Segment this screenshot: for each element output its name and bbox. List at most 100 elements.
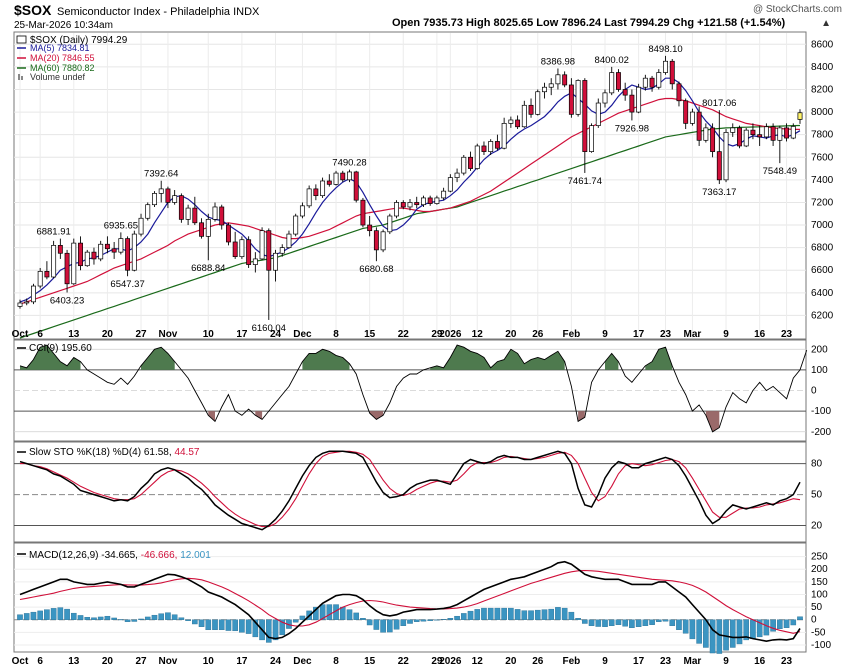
candle-body bbox=[111, 248, 117, 253]
cci-y-axis: 200 100 0 -100 -200 bbox=[811, 344, 831, 438]
macd-hist-bar bbox=[252, 619, 259, 638]
timestamp: 25-Mar-2026 10:34am bbox=[14, 20, 113, 31]
macd-hist-bar bbox=[393, 619, 400, 630]
price-annotation: 6160.04 bbox=[252, 323, 286, 334]
macd-hist-bar bbox=[380, 619, 386, 633]
candle-body bbox=[252, 258, 258, 265]
candle-body bbox=[299, 205, 305, 217]
macd-hist-bar bbox=[582, 619, 588, 624]
y-tick-label: 200 bbox=[811, 344, 828, 355]
candle-body bbox=[239, 239, 245, 258]
candle-body bbox=[784, 127, 790, 139]
candle-body bbox=[286, 233, 292, 248]
x-tick-label: 8 bbox=[333, 656, 339, 667]
macd-hist-bar bbox=[245, 619, 252, 634]
macd-hist-bar bbox=[165, 612, 171, 620]
candle-body bbox=[64, 252, 70, 285]
candle-body bbox=[515, 119, 521, 128]
macd-hist-bar bbox=[750, 619, 756, 639]
y-tick-label: 7200 bbox=[811, 197, 834, 208]
macd-hist-bar bbox=[676, 619, 682, 631]
x-tick-label: 9 bbox=[602, 656, 608, 667]
cci-line bbox=[19, 344, 808, 433]
candle-body bbox=[273, 252, 278, 271]
price-annotation: 7392.64 bbox=[144, 169, 178, 180]
price-annotation: 8400.02 bbox=[595, 55, 629, 66]
macd-hist-bar bbox=[655, 619, 662, 622]
macd-hist-bar bbox=[662, 619, 669, 622]
macd-hist-bar bbox=[138, 618, 144, 620]
x-tick-label: 8 bbox=[333, 329, 339, 340]
candle-body bbox=[340, 172, 346, 181]
candle-body bbox=[649, 77, 655, 88]
candle-body bbox=[703, 127, 709, 141]
candle-body bbox=[367, 224, 373, 232]
y-tick-label: 8600 bbox=[811, 39, 834, 50]
macd-hist-bar bbox=[319, 604, 326, 620]
candle-body bbox=[521, 104, 527, 128]
y-tick-label: 8400 bbox=[811, 62, 834, 73]
macd-hist-bar bbox=[292, 619, 299, 623]
macd-legend: MACD(12,26,9) -34.665, -46.666, 12.001 bbox=[29, 550, 211, 561]
macd-hist-bar bbox=[548, 608, 555, 620]
candle-body bbox=[212, 206, 218, 220]
price-annotation: 7926.98 bbox=[615, 123, 649, 134]
macd-hist-bar bbox=[37, 610, 43, 620]
x-tick-label: Oct bbox=[12, 656, 29, 667]
cci-path bbox=[19, 344, 808, 433]
candle-body bbox=[407, 202, 413, 208]
y-tick-label: 80 bbox=[811, 459, 823, 470]
y-tick-label: 8200 bbox=[811, 84, 834, 95]
macd-hist-bar bbox=[91, 617, 97, 620]
candle-body bbox=[306, 188, 312, 207]
x-tick-label: 22 bbox=[398, 329, 410, 340]
macd-hist-bar bbox=[528, 610, 534, 620]
macd-hist-bar bbox=[716, 619, 723, 654]
candle-body bbox=[225, 224, 231, 243]
candle-body bbox=[98, 243, 104, 260]
macd-hist-bar bbox=[178, 617, 185, 620]
candle-body bbox=[609, 72, 615, 94]
sto-k-path bbox=[19, 450, 801, 531]
macd-signal-path bbox=[19, 569, 801, 634]
macd-hist-bar bbox=[440, 619, 447, 620]
macd-hist-bar bbox=[225, 619, 232, 631]
macd-hist-bar bbox=[57, 607, 64, 620]
macd-hist-bar bbox=[736, 619, 743, 645]
candle-body bbox=[474, 145, 480, 169]
macd-hist-bar bbox=[407, 619, 413, 624]
y-tick-label: 250 bbox=[811, 552, 828, 563]
y-tick-label: 7800 bbox=[811, 130, 834, 141]
candle-body bbox=[293, 215, 299, 235]
macd-hist-bar bbox=[595, 619, 602, 627]
y-tick-label: 50 bbox=[811, 490, 823, 501]
macd-hist-bar bbox=[265, 619, 272, 643]
x-tick-label: 2026 bbox=[439, 656, 462, 667]
macd-hist-bar bbox=[447, 618, 454, 620]
candle-body bbox=[353, 171, 359, 201]
y-tick-label: 20 bbox=[811, 521, 823, 532]
macd-hist-bar bbox=[212, 619, 218, 631]
price-y-axis: 6200 6400 6600 6800 7000 7200 7400 7600 7800 8000… bbox=[811, 39, 834, 321]
candle-body bbox=[642, 77, 648, 88]
candle-body bbox=[232, 241, 238, 258]
macd-hist-bar bbox=[561, 607, 568, 620]
macd-histogram bbox=[17, 604, 803, 654]
candle-body bbox=[326, 180, 332, 185]
x-tick-label: 22 bbox=[398, 656, 410, 667]
x-tick-label: 17 bbox=[236, 329, 248, 340]
macd-hist-bar bbox=[756, 619, 763, 638]
price-panel-frame bbox=[13, 31, 807, 340]
macd-hist-bar bbox=[454, 615, 460, 620]
sto-grid bbox=[14, 463, 806, 527]
macd-hist-bar bbox=[30, 611, 37, 620]
x-tick-label: 23 bbox=[660, 329, 672, 340]
x-tick-label: 13 bbox=[68, 656, 80, 667]
candle-body bbox=[730, 127, 736, 133]
candle-body bbox=[320, 180, 326, 197]
macd-hist-bar bbox=[541, 609, 548, 620]
ma60-line bbox=[19, 124, 801, 339]
candle-body bbox=[589, 125, 595, 152]
